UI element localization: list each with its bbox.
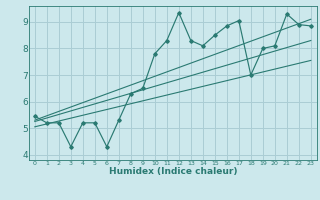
X-axis label: Humidex (Indice chaleur): Humidex (Indice chaleur) — [108, 167, 237, 176]
